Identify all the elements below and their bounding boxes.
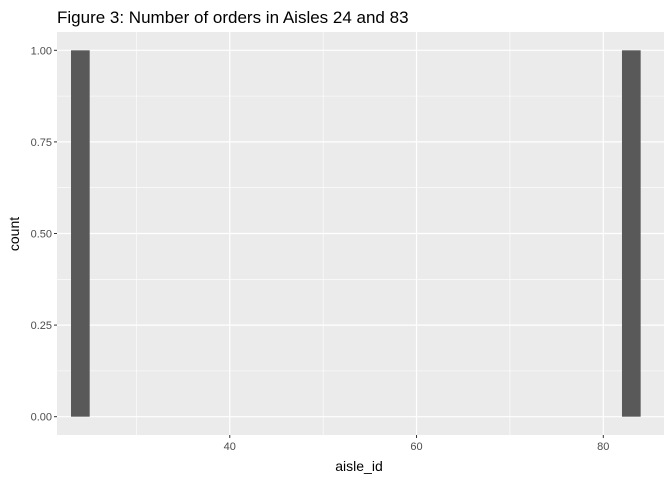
y-tick-label: 0.25 [31, 320, 52, 332]
major-gridlines [57, 32, 664, 435]
y-tick-label: 0.75 [31, 137, 52, 149]
x-tick-label: 80 [597, 441, 609, 453]
bar-aisle-24 [71, 50, 90, 417]
bar-aisle-83 [621, 50, 641, 417]
y-tick-label: 0.50 [31, 229, 52, 241]
x-tick-label: 40 [224, 441, 236, 453]
y-axis: 0.00 0.25 0.50 0.75 1.00 [31, 45, 57, 424]
y-tick-label: 1.00 [31, 45, 52, 57]
chart-title: Figure 3: Number of orders in Aisles 24 … [57, 8, 409, 27]
bars [71, 50, 641, 417]
y-tick-label: 0.00 [31, 412, 52, 424]
x-axis-title: aisle_id [335, 458, 382, 474]
x-tick-label: 60 [410, 441, 422, 453]
x-axis: 40 60 80 [224, 435, 609, 453]
y-axis-title: count [6, 217, 22, 251]
